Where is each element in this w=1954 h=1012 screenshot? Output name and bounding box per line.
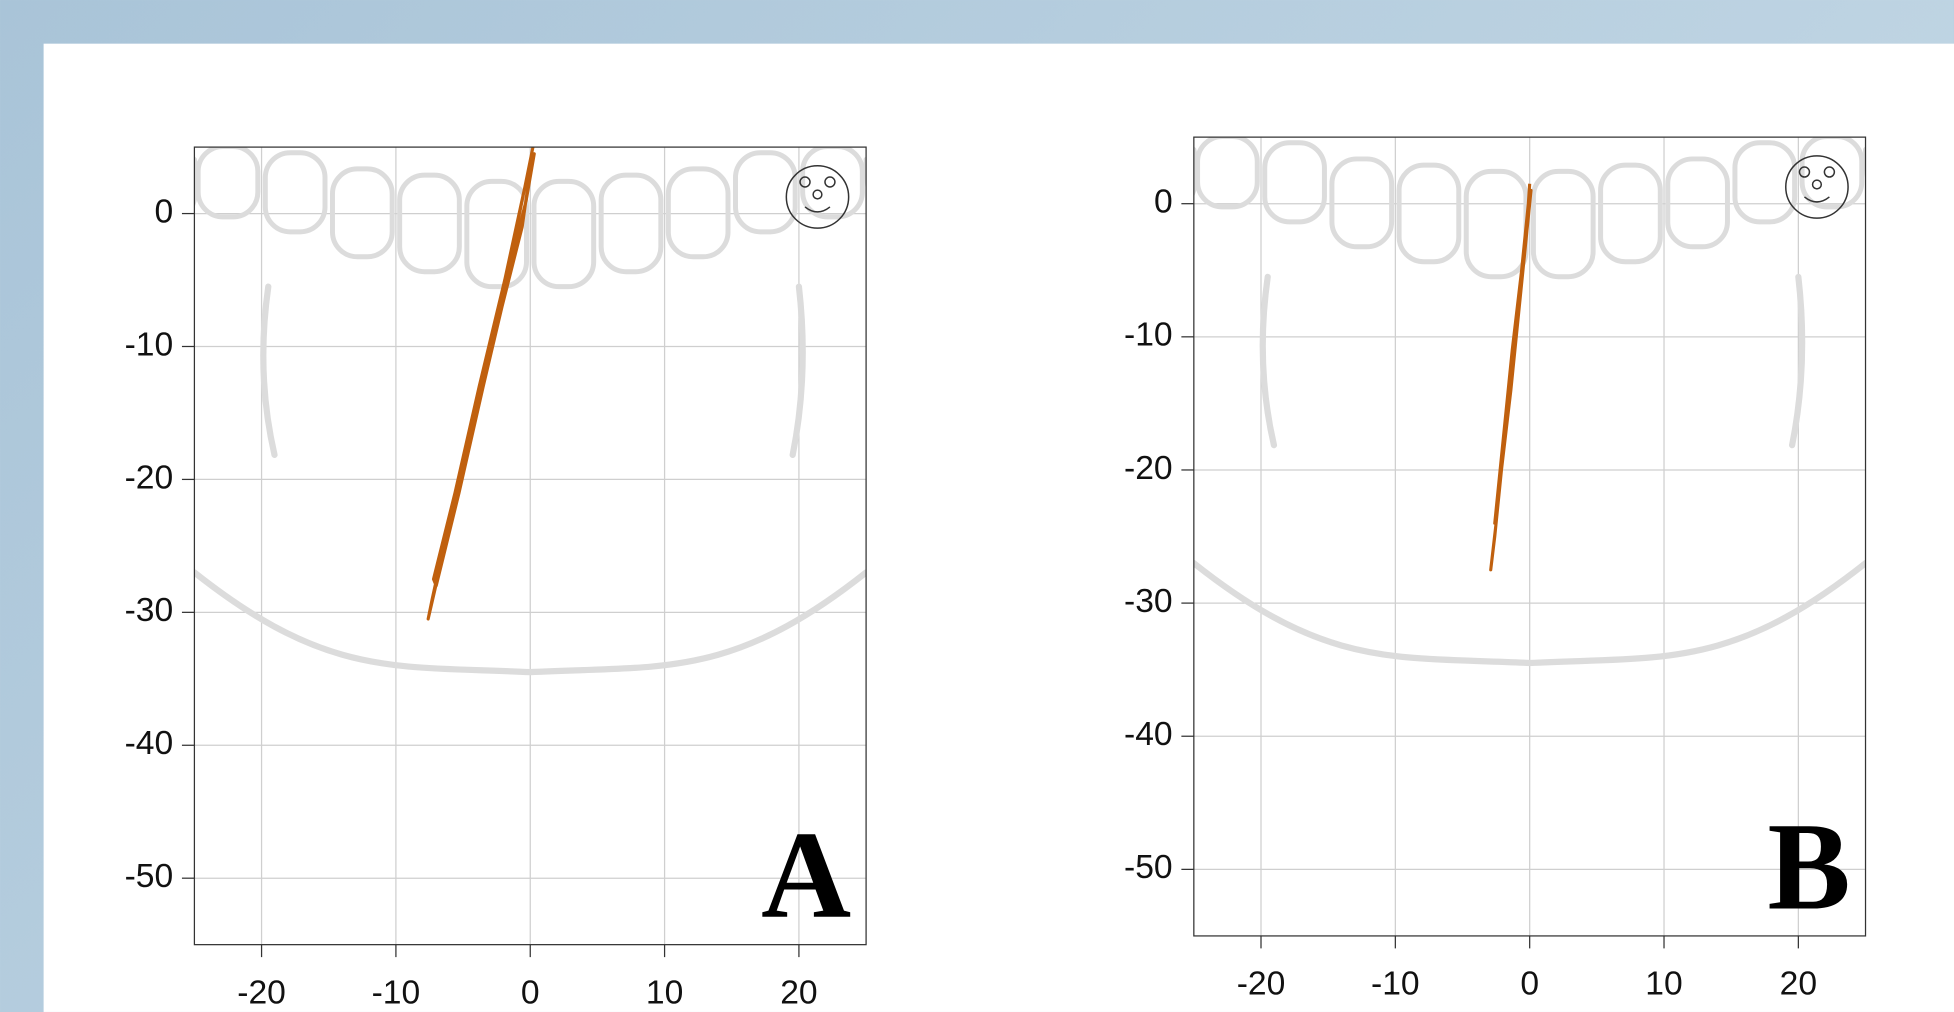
dental-outline: [1193, 137, 1866, 667]
jaw-outline: [194, 569, 867, 676]
x-tick-label: 10: [1645, 966, 1682, 1003]
tooth-outline: [1799, 137, 1865, 210]
tooth-outline: [598, 172, 664, 275]
y-tick-label: -20: [125, 459, 174, 496]
ramus-left: [260, 283, 278, 459]
x-tick-label: -20: [1237, 966, 1286, 1003]
y-tick-label: -20: [1124, 450, 1173, 487]
face-mouth: [1803, 196, 1830, 203]
face-circle: [1785, 155, 1849, 219]
chart-panel: -20 -10 0 10 20 -50 -40 -30 -20 -10 0 A: [125, 146, 867, 1011]
dental-outline: [194, 147, 867, 676]
y-tick-label: -30: [125, 592, 174, 629]
tooth-outline: [464, 178, 530, 290]
tooth-outline: [1329, 156, 1395, 250]
face-mouth: [804, 206, 831, 213]
x-tick-label: 20: [780, 974, 817, 1011]
x-tick-label: 0: [521, 974, 540, 1011]
panel-label: B: [1767, 797, 1850, 935]
plot-frame: [193, 146, 867, 946]
x-tick-label: -10: [372, 974, 421, 1011]
face-circle: [785, 165, 850, 229]
tooth-outline: [1665, 156, 1730, 250]
tooth-outline: [732, 150, 798, 235]
plot-frame: [1193, 136, 1867, 937]
y-tick-label: -30: [1124, 583, 1173, 620]
y-tick-label: 0: [155, 193, 174, 230]
tooth-outline: [665, 166, 731, 260]
y-tick-label: -50: [1124, 849, 1173, 886]
face-nose: [812, 189, 823, 200]
jaw-outline: [1193, 560, 1866, 667]
trace-line: [1489, 183, 1533, 572]
chart-panel: -20 -10 0 10 20 -50 -40 -30 -20 -10 0 B: [1124, 136, 1867, 1003]
x-tick-label: 0: [1520, 966, 1539, 1003]
face-icon: [1785, 155, 1849, 219]
tooth-outline: [397, 172, 462, 275]
ramus-right: [789, 283, 806, 459]
trace-line: [426, 147, 536, 621]
panel-label: A: [761, 806, 851, 944]
ramus-right: [1789, 273, 1806, 449]
y-tick-label: -40: [125, 725, 174, 762]
tooth-outline: [1262, 140, 1327, 225]
x-tick-label: 10: [646, 974, 683, 1011]
tooth-outline: [1598, 162, 1663, 265]
y-tick-label: -10: [125, 326, 174, 363]
face-eye: [1798, 166, 1811, 178]
tooth-outline: [1530, 168, 1596, 280]
x-tick-label: -20: [237, 974, 286, 1011]
face-nose: [1811, 179, 1823, 190]
face-eye: [799, 176, 811, 188]
tooth-outline: [531, 178, 597, 290]
face-icon: [785, 165, 850, 229]
y-tick-label: -10: [1124, 317, 1173, 354]
tooth-outline: [1396, 162, 1462, 265]
tooth-outline: [800, 147, 865, 220]
face-eye: [1823, 166, 1836, 178]
x-tick-label: -10: [1371, 966, 1420, 1003]
tooth-outline: [1732, 140, 1798, 225]
ramus-left: [1259, 273, 1278, 449]
tooth-outline: [329, 166, 395, 260]
y-tick-label: 0: [1154, 184, 1173, 221]
y-tick-label: -40: [1124, 716, 1173, 753]
y-tick-label: -50: [125, 858, 174, 895]
x-tick-label: 20: [1780, 966, 1817, 1003]
face-eye: [824, 176, 836, 188]
tooth-outline: [262, 150, 328, 235]
